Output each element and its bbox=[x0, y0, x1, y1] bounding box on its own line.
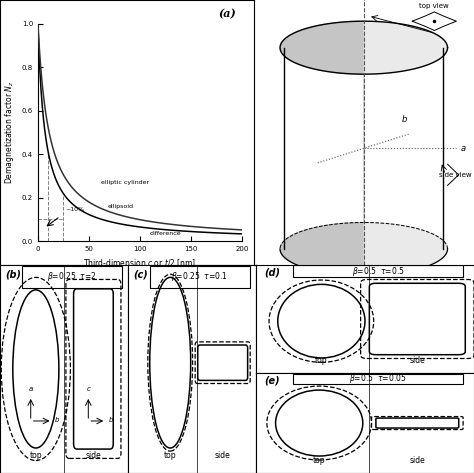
Y-axis label: Demagnetization factor $N_z$: Demagnetization factor $N_z$ bbox=[3, 81, 16, 184]
Text: ellipsoid: ellipsoid bbox=[107, 203, 133, 209]
Text: top: top bbox=[313, 456, 326, 465]
Text: $\beta$=0.5  $\tau$=0.5: $\beta$=0.5 $\tau$=0.5 bbox=[352, 265, 404, 278]
Text: b: b bbox=[109, 417, 113, 423]
Text: elliptic cylinder: elliptic cylinder bbox=[101, 180, 149, 184]
Text: c: c bbox=[86, 386, 90, 392]
Text: (e): (e) bbox=[264, 375, 280, 385]
Polygon shape bbox=[280, 21, 364, 275]
Text: $\beta$=0.25  $\tau$=0.1: $\beta$=0.25 $\tau$=0.1 bbox=[171, 271, 228, 283]
Text: side view: side view bbox=[439, 172, 472, 178]
Text: top: top bbox=[315, 356, 328, 365]
Text: b: b bbox=[55, 417, 60, 423]
Text: ~10%: ~10% bbox=[65, 207, 84, 212]
Text: side: side bbox=[410, 456, 425, 465]
Text: top: top bbox=[29, 451, 42, 460]
Text: side: side bbox=[215, 451, 230, 460]
Text: side: side bbox=[410, 356, 425, 365]
Text: top view: top view bbox=[419, 3, 449, 9]
Text: (b): (b) bbox=[5, 269, 21, 279]
Text: difference: difference bbox=[150, 231, 182, 236]
Text: $\beta$=0.25  $\tau$=2: $\beta$=0.25 $\tau$=2 bbox=[47, 271, 97, 283]
Text: b: b bbox=[402, 115, 407, 124]
Text: side: side bbox=[85, 451, 101, 460]
X-axis label: Third-dimension $c$ or $t$/2 [nm]: Third-dimension $c$ or $t$/2 [nm] bbox=[83, 258, 196, 270]
Polygon shape bbox=[364, 21, 447, 275]
Text: a: a bbox=[461, 144, 466, 153]
Text: (d): (d) bbox=[264, 267, 281, 277]
Text: (a): (a) bbox=[218, 8, 236, 19]
Text: top: top bbox=[164, 451, 176, 460]
Text: $\beta$=0.5  $\tau$=0.05: $\beta$=0.5 $\tau$=0.05 bbox=[349, 372, 407, 385]
Text: (c): (c) bbox=[133, 269, 148, 279]
Text: a: a bbox=[28, 386, 33, 392]
